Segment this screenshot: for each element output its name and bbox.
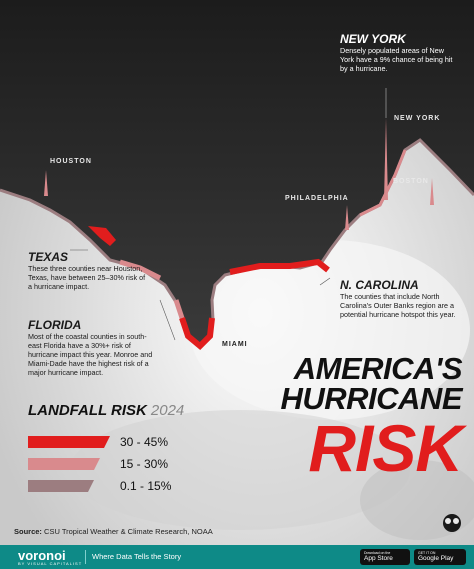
annotation-body: These three counties near Houston, Texas…: [28, 264, 146, 291]
coast-carolina-high: [229, 258, 330, 275]
annotation-title: FLORIDA: [28, 318, 82, 332]
spike-boston: [430, 178, 434, 205]
annotation-body: The counties that include North Carolina…: [340, 292, 456, 319]
annotation-new-york: NEW YORK Densely populated areas of New …: [340, 32, 455, 73]
app-store-small: Download on the: [364, 551, 391, 555]
city-label-philadelphia: PHILADELPHIA: [285, 195, 349, 202]
voronoi-logo[interactable]: voronoi BY VISUAL CAPITALIST: [18, 548, 82, 566]
spike-new-york: [384, 118, 388, 200]
app-store-button[interactable]: Download on the App Store: [360, 549, 410, 565]
google-play-label: Google Play: [418, 555, 454, 562]
footer-bar: voronoi BY VISUAL CAPITALIST Where Data …: [0, 545, 474, 569]
legend-label-high: 30 - 45%: [120, 435, 169, 449]
headline-line-2: HURRICANE: [280, 381, 463, 416]
annotation-body: Densely populated areas of New York have…: [340, 46, 453, 73]
annotation-title: N. CAROLINA: [340, 278, 419, 292]
annotation-florida: FLORIDA Most of the coastal counties in …: [28, 318, 160, 377]
brand-name: voronoi: [18, 548, 66, 563]
spike-philadelphia: [345, 205, 349, 230]
city-label-new-york: NEW YORK: [394, 115, 441, 122]
coast-florida-high: [179, 317, 215, 351]
headline-line-3: RISK: [308, 411, 463, 485]
hurricane-logo-icon: [443, 514, 461, 532]
annotation-title: NEW YORK: [340, 32, 406, 46]
google-play-button[interactable]: GET IT ON Google Play: [414, 549, 466, 565]
coast-texas-high: [88, 226, 116, 246]
headline-line-1: AMERICA'S: [293, 351, 463, 386]
annotation-title: TEXAS: [28, 250, 69, 264]
source-note: Source: CSU Tropical Weather & Climate R…: [14, 527, 213, 536]
coast-gulf-fl-mid: [173, 299, 185, 319]
coast-louisiana-mid: [119, 259, 162, 281]
us-landmass: [0, 0, 474, 345]
spike-houston: [44, 170, 48, 196]
legend-year: 2024: [150, 402, 185, 419]
legend-title: LANDFALL RISK 2024: [28, 402, 184, 419]
legend-label-mid: 15 - 30%: [120, 457, 169, 471]
legend-bar-low: [28, 480, 94, 492]
footer-tagline: Where Data Tells the Story: [92, 552, 182, 561]
annotation-body: Most of the coastal counties in south-ea…: [28, 332, 153, 377]
city-label-houston: HOUSTON: [50, 158, 92, 165]
annotation-n-carolina: N. CAROLINA The counties that include No…: [340, 278, 464, 319]
city-label-boston: BOSTON: [393, 178, 429, 185]
source-text: CSU Tropical Weather & Climate Research,…: [44, 527, 213, 536]
brand-sub: BY VISUAL CAPITALIST: [18, 561, 83, 566]
footer-divider: [85, 550, 86, 564]
legend-title-text: LANDFALL RISK: [28, 402, 147, 419]
city-label-miami: MIAMI: [222, 341, 248, 348]
google-play-small: GET IT ON: [418, 551, 436, 555]
legend-bar-high: [28, 436, 110, 448]
app-store-label: App Store: [364, 555, 393, 562]
legend-label-low: 0.1 - 15%: [120, 479, 172, 493]
legend-bar-mid: [28, 458, 100, 470]
source-prefix: Source:: [14, 527, 42, 536]
headline: AMERICA'S HURRICANE RISK: [280, 351, 463, 485]
annotation-texas: TEXAS These three counties near Houston,…: [28, 250, 148, 291]
